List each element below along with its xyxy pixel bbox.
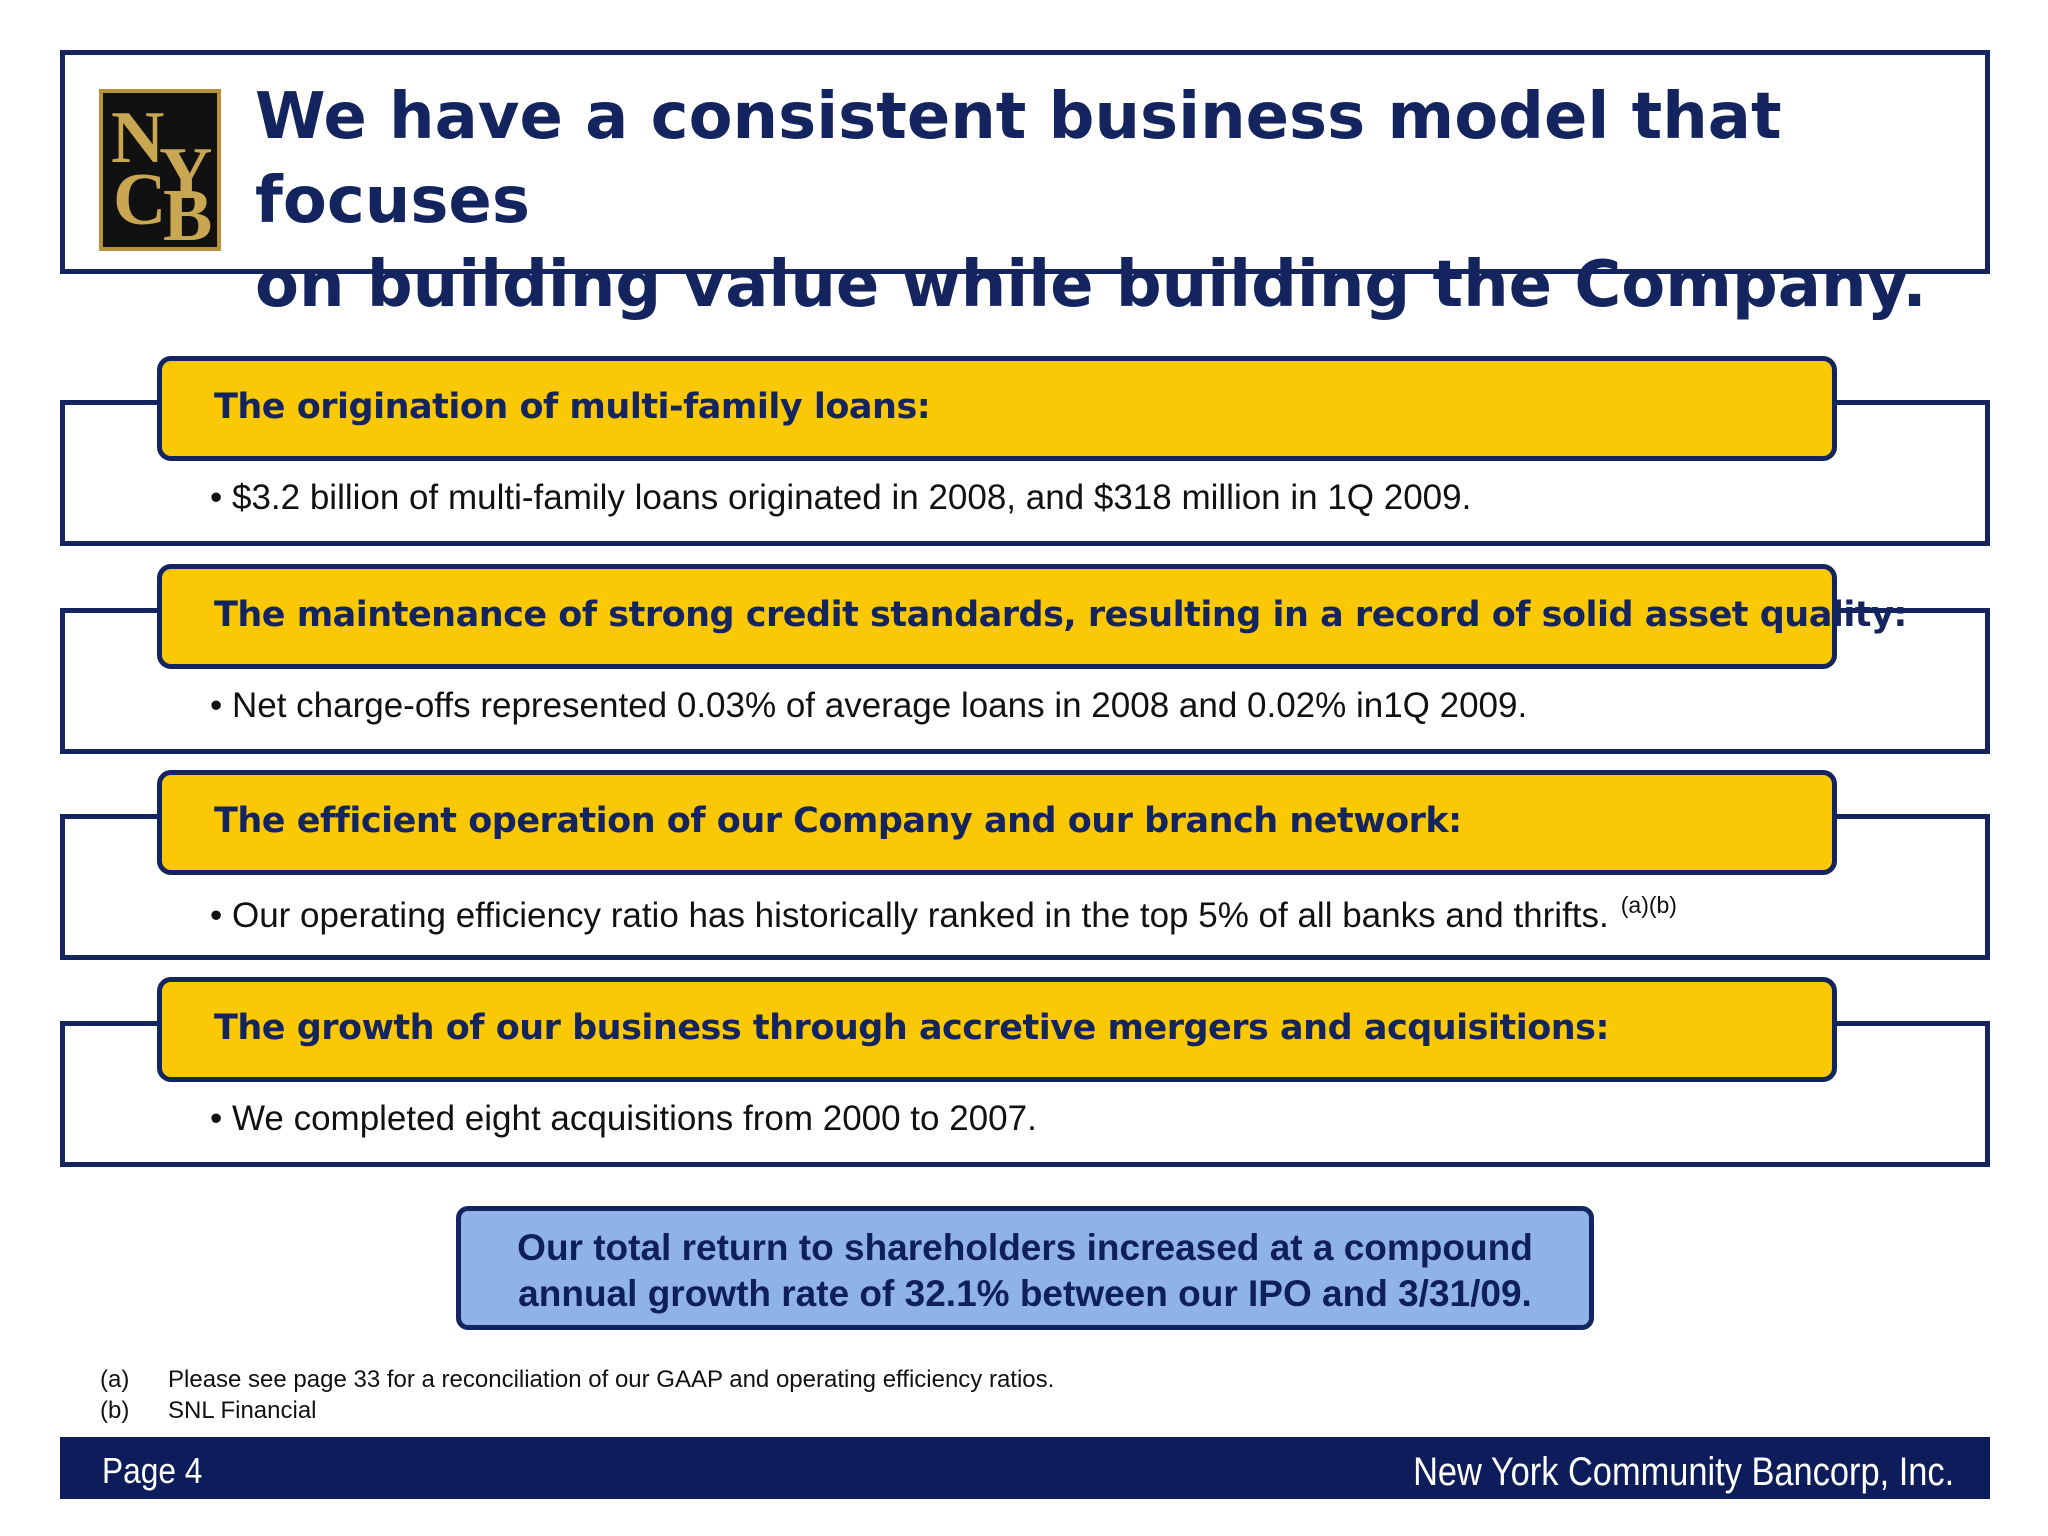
section-heading: The origination of multi-family loans:	[214, 387, 931, 427]
section-mergers-acquisitions: The growth of our business through accre…	[0, 977, 2048, 1167]
logo-letter-c: C	[113, 159, 167, 241]
section-bullet: • Our operating efficiency ratio has his…	[210, 892, 1677, 936]
title-line-2: on building value while building the Com…	[255, 248, 1927, 322]
footnote-a: (a) Please see page 33 for a reconciliati…	[100, 1364, 1054, 1395]
page-number: Page 4	[102, 1450, 203, 1491]
footnote-text: SNL Financial	[168, 1397, 317, 1424]
callout-line-1: Our total return to shareholders increas…	[517, 1227, 1533, 1268]
section-bullet: • Net charge-offs represented 0.03% of a…	[210, 686, 1527, 726]
section-bullet-text: • Our operating efficiency ratio has his…	[210, 896, 1609, 935]
page-title: We have a consistent business model that…	[255, 75, 1975, 327]
section-heading-box: The efficient operation of our Company a…	[157, 770, 1837, 875]
section-bullet-text: • Net charge-offs represented 0.03% of a…	[210, 686, 1528, 725]
footnote-reference: (a)(b)	[1620, 892, 1677, 918]
shareholder-return-callout: Our total return to shareholders increas…	[456, 1206, 1594, 1330]
section-efficient-operation: The efficient operation of our Company a…	[0, 770, 2048, 960]
footer-bar: Page 4 New York Community Bancorp, Inc.	[60, 1437, 1990, 1499]
logo-letter-n: N	[111, 97, 165, 179]
section-heading-box: The growth of our business through accre…	[157, 977, 1837, 1082]
section-heading-box: The maintenance of strong credit standar…	[157, 564, 1907, 669]
section-bullet: • $3.2 billion of multi-family loans ori…	[210, 478, 1471, 518]
callout-line-2: annual growth rate of 32.1% between our …	[518, 1273, 1532, 1314]
title-line-1: We have a consistent business model that…	[255, 80, 1782, 238]
section-heading: The growth of our business through accre…	[214, 1008, 1610, 1048]
section-credit-standards: The maintenance of strong credit standar…	[0, 564, 2048, 754]
company-name: New York Community Bancorp, Inc.	[1412, 1450, 1954, 1494]
ncyb-logo: N Y C B	[99, 89, 221, 257]
footnote-marker: (b)	[100, 1397, 130, 1424]
section-bullet: • We completed eight acquisitions from 2…	[210, 1099, 1037, 1139]
section-heading: The maintenance of strong credit standar…	[214, 595, 1907, 635]
logo-letter-b: B	[163, 175, 213, 257]
section-heading-box: The origination of multi-family loans:	[157, 356, 1837, 461]
footnote-b: (b) SNL Financial	[100, 1395, 1054, 1426]
logo-letter-y: Y	[159, 133, 213, 215]
section-multifamily-loans: The origination of multi-family loans: •…	[0, 356, 2048, 546]
title-box: N Y C B We have a consistent business mo…	[60, 50, 1990, 322]
footnotes: (a) Please see page 33 for a reconciliati…	[100, 1364, 1054, 1426]
footnote-marker: (a)	[100, 1366, 130, 1393]
footnote-text: Please see page 33 for a reconciliation …	[168, 1366, 1055, 1393]
section-bullet-text: • We completed eight acquisitions from 2…	[210, 1099, 1037, 1138]
section-bullet-text: • $3.2 billion of multi-family loans ori…	[210, 478, 1472, 517]
section-heading: The efficient operation of our Company a…	[214, 801, 1462, 841]
